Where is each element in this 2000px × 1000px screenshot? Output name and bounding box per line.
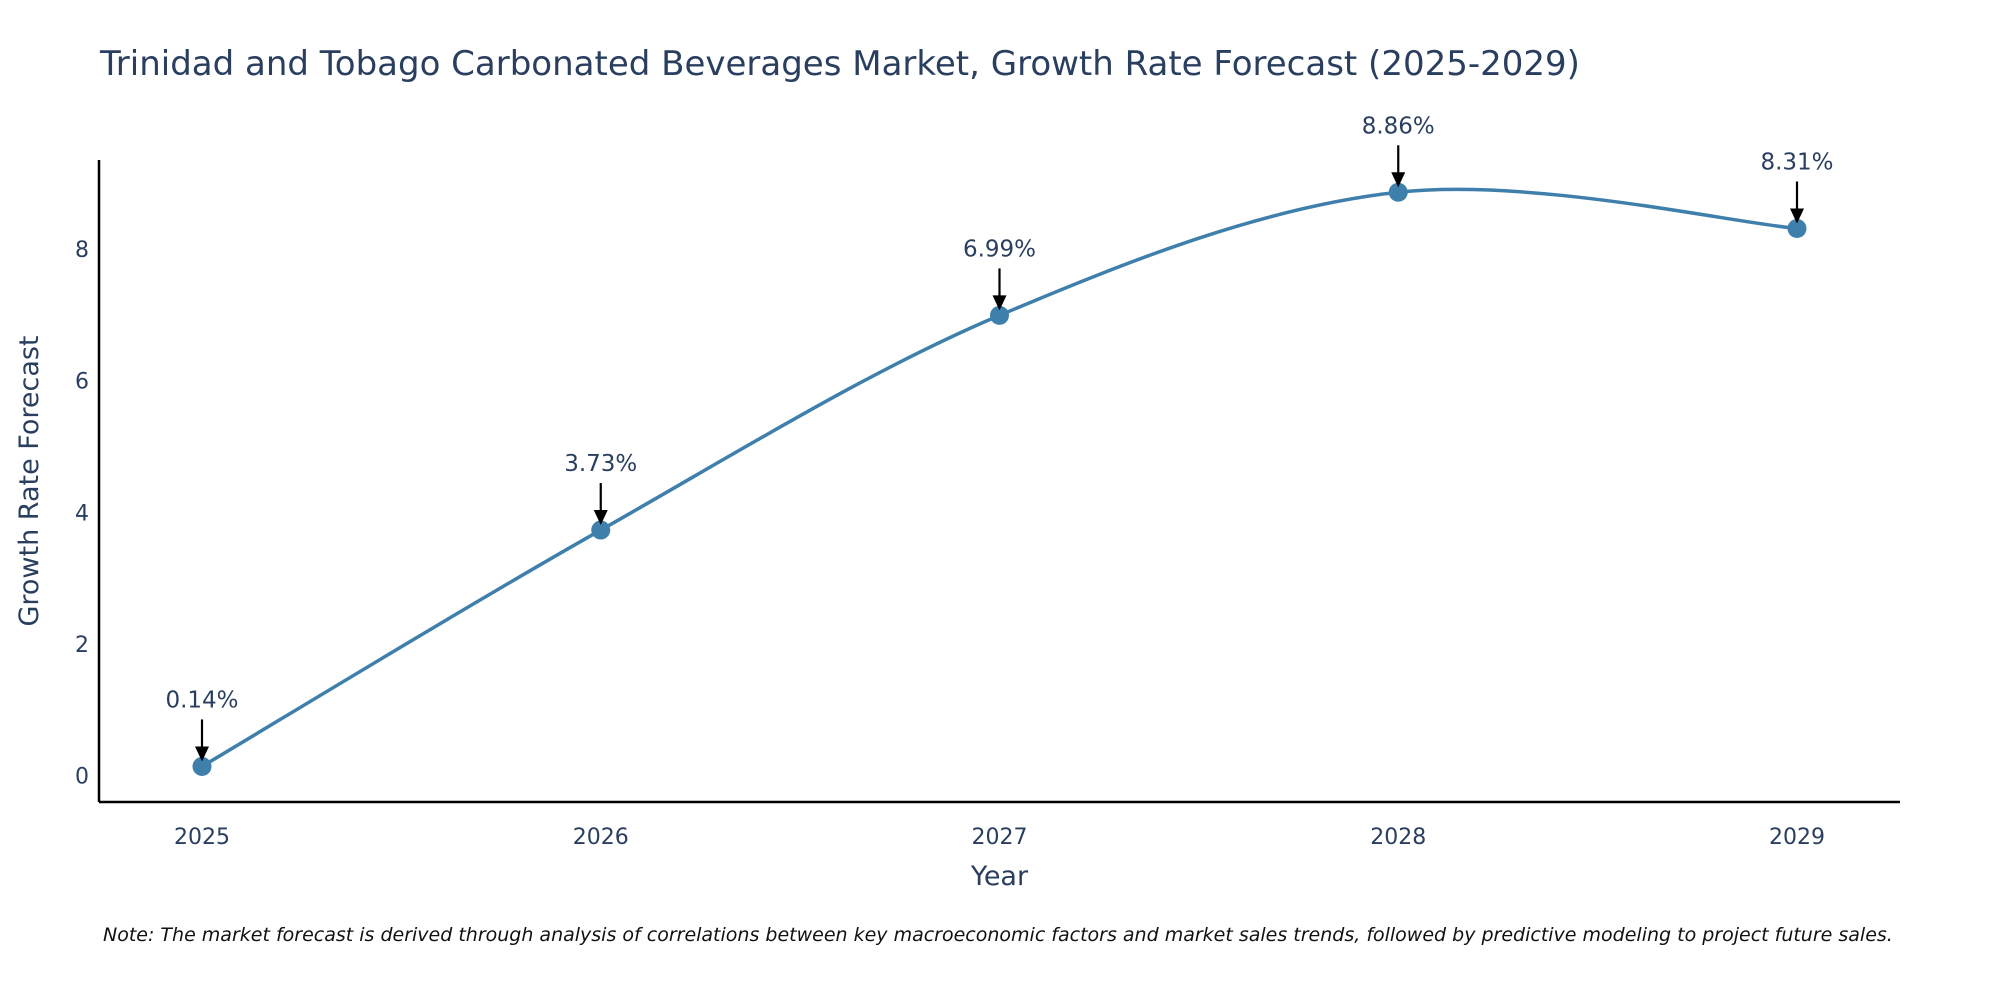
annotation-arrow-head <box>1391 172 1406 188</box>
data-point <box>990 305 1009 325</box>
chart-title: Trinidad and Tobago Carbonated Beverages… <box>100 44 1580 84</box>
y-tick-label: 0 <box>75 765 89 790</box>
data-markers <box>192 182 1807 776</box>
y-axis-ticks: 0 2 4 6 8 <box>75 238 89 790</box>
data-point <box>591 520 611 540</box>
annotation-arrow-head <box>195 746 209 762</box>
annotation-arrow-head <box>992 295 1007 311</box>
y-tick-label: 6 <box>75 370 89 395</box>
data-label: 8.86% <box>1362 113 1435 139</box>
y-tick-label: 8 <box>75 238 89 263</box>
data-label: 8.31% <box>1760 149 1833 175</box>
chart-note: Note: The market forecast is derived thr… <box>103 924 1893 946</box>
data-point <box>1388 182 1408 202</box>
data-label: 0.14% <box>165 687 238 713</box>
y-tick-label: 2 <box>75 633 89 658</box>
x-tick-label: 2029 <box>1769 825 1825 850</box>
y-tick-label: 4 <box>75 501 89 526</box>
x-tick-label: 2026 <box>573 825 629 850</box>
x-axis-ticks: 2025 2026 2027 2028 2029 <box>174 825 1825 850</box>
x-tick-label: 2025 <box>174 825 230 850</box>
annotation-arrow-head <box>1790 208 1804 224</box>
annotation-arrow-head <box>593 510 608 526</box>
data-point <box>192 756 212 776</box>
x-tick-label: 2028 <box>1370 825 1426 850</box>
data-point <box>1787 218 1807 238</box>
data-label: 6.99% <box>963 236 1036 262</box>
data-labels: 0.14% 3.73% 6.99% 8.86% 8.31% <box>165 113 1834 762</box>
x-tick-label: 2027 <box>972 825 1028 850</box>
y-axis-title: Growth Rate Forecast <box>14 335 45 626</box>
data-label: 3.73% <box>564 451 637 477</box>
axes <box>97 160 1900 804</box>
x-axis-title: Year <box>970 861 1029 892</box>
